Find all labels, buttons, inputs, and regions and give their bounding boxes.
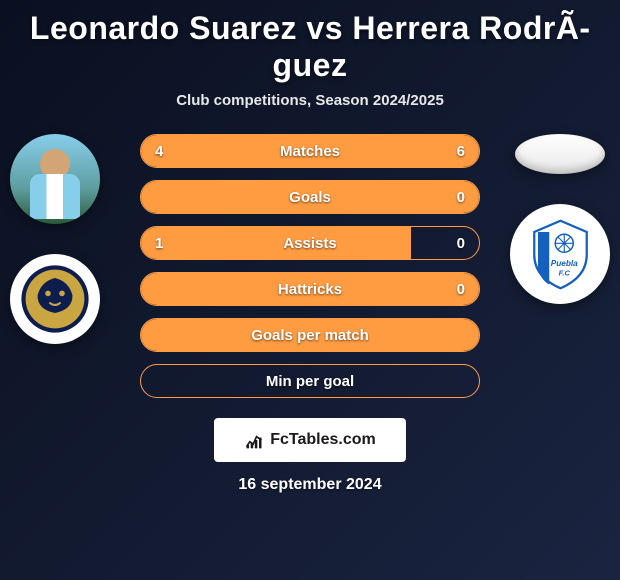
svg-text:F.C: F.C [558,268,570,277]
chart-icon [244,430,264,450]
stat-row: 1 Assists 0 [140,226,480,260]
stat-label: Goals per match [251,327,369,344]
fctables-badge[interactable]: FcTables.com [214,418,406,462]
stat-label: Matches [280,143,340,160]
stat-label: Min per goal [266,373,354,390]
stat-label: Assists [283,235,336,252]
stat-row: Hattricks 0 [140,272,480,306]
team1-logo [10,254,100,344]
puebla-logo-icon: Puebla F.C [523,217,598,292]
date-label: 16 september 2024 [238,476,381,494]
subtitle: Club competitions, Season 2024/2025 [176,92,444,109]
stat-row: Goals per match [140,318,480,352]
stat-row: 4 Matches 6 [140,134,480,168]
stat-value-left: 1 [155,235,163,252]
stat-fill-left [141,227,411,259]
stat-row: Goals 0 [140,180,480,214]
stat-value-right: 6 [457,143,465,160]
pumas-logo-icon [20,264,90,334]
comparison-area: 4Matches6Goals01Assists0Hattricks0Goals … [0,134,620,398]
stat-value-left: 4 [155,143,163,160]
footer-label: FcTables.com [270,431,376,449]
stat-value-right: 0 [457,189,465,206]
stat-label: Hattricks [278,281,342,298]
page-title: Leonardo Suarez vs Herrera RodrÃ­guez [0,10,620,84]
stat-label: Goals [289,189,331,206]
player2-avatar [515,134,605,174]
team2-logo: Puebla F.C [510,204,610,304]
player1-avatar [10,134,100,224]
right-avatars: Puebla F.C [510,134,610,304]
svg-text:Puebla: Puebla [550,258,577,267]
left-avatars [10,134,100,344]
stat-row: Min per goal [140,364,480,398]
stat-value-right: 0 [457,281,465,298]
stats-list: 4Matches6Goals01Assists0Hattricks0Goals … [140,134,480,398]
stat-value-right: 0 [457,235,465,252]
